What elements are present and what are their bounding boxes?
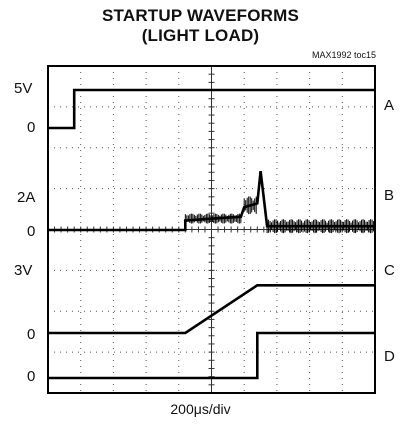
- y-label-a-zero: 0: [27, 119, 36, 136]
- y-label-c-zero: 0: [27, 326, 36, 343]
- figure-id: MAX1992 toc15: [311, 50, 376, 60]
- plot-frame: [47, 65, 376, 394]
- channel-label-d: D: [384, 348, 395, 365]
- chart-title-line1: STARTUP WAVEFORMS: [101, 6, 300, 25]
- channel-label-b: B: [384, 187, 395, 204]
- y-label-b-high: 2A: [17, 189, 36, 206]
- x-axis-label: 200μs/div: [170, 401, 231, 417]
- chart-title-line2: (LIGHT LOAD): [141, 26, 260, 45]
- y-label-d-zero: 0: [27, 368, 36, 385]
- trace-c: [48, 283, 375, 335]
- scope-grid: [48, 66, 375, 393]
- y-label-a-high: 5V: [14, 80, 33, 97]
- channel-label-a: A: [384, 97, 395, 114]
- y-label-c-high: 3V: [14, 262, 33, 279]
- y-label-b-zero: 0: [27, 223, 36, 240]
- trace-a: [48, 88, 375, 130]
- scope-traces: [48, 88, 375, 380]
- trace-d: [48, 331, 375, 380]
- channel-label-c: C: [384, 262, 395, 279]
